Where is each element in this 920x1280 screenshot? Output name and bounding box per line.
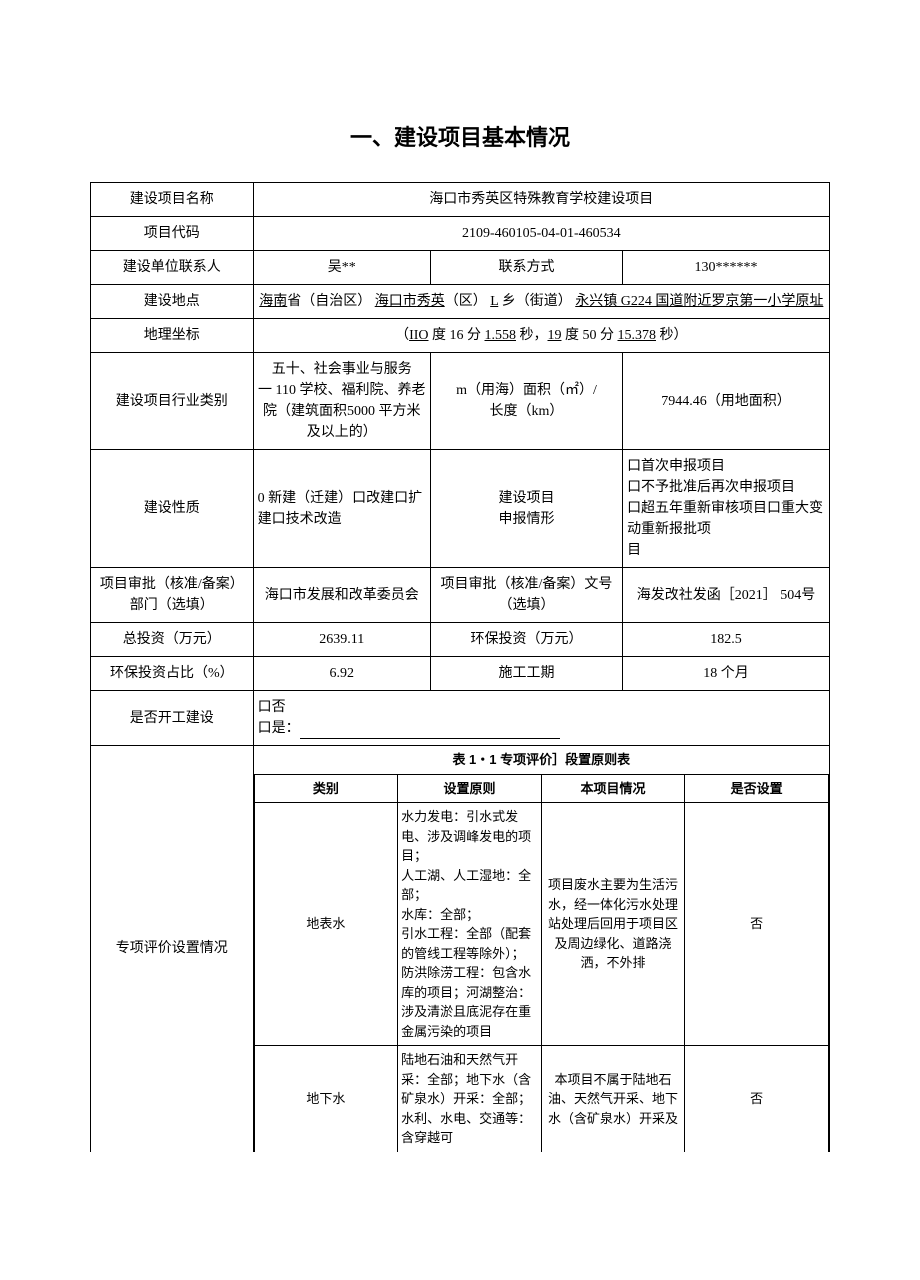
inner-row: 地下水 陆地石油和天然气开采：全部；地下水（含矿泉水）开采：全部；水利、水电、交… <box>254 1046 828 1152</box>
value-env-ratio: 6.92 <box>253 657 430 691</box>
value-env-invest: 182.5 <box>623 623 830 657</box>
label-location: 建设地点 <box>91 285 254 319</box>
label-coords: 地理坐标 <box>91 319 254 353</box>
value-period: 18 个月 <box>623 657 830 691</box>
inner-cell-set: 否 <box>685 1046 829 1152</box>
value-total-invest: 2639.11 <box>253 623 430 657</box>
value-coords: （IIO 度 16 分 1.558 秒，19 度 50 分 15.378 秒） <box>253 319 829 353</box>
inner-cell-cat: 地下水 <box>254 1046 398 1152</box>
label-special-eval: 专项评价设置情况 <box>91 746 254 1152</box>
value-contact: 吴** <box>253 251 430 285</box>
label-industry: 建设项目行业类别 <box>91 353 254 450</box>
inner-cell-situation: 项目废水主要为生活污水，经一体化污水处理站处理后回用于项目区及周边绿化、道路浇洒… <box>541 803 685 1046</box>
inner-header-situation: 本项目情况 <box>541 774 685 803</box>
value-industry: 五十、社会事业与服务 一 110 学校、福利院、养老院（建筑面积5000 平方米… <box>253 353 430 450</box>
label-declare: 建设项目 申报情形 <box>430 450 622 568</box>
label-contact-method: 联系方式 <box>430 251 622 285</box>
inner-cell-principle: 水力发电：引水式发电、涉及调峰发电的项目； 人工湖、人工湿地：全部； 水库：全部… <box>398 803 542 1046</box>
label-project-code: 项目代码 <box>91 217 254 251</box>
value-project-name: 海口市秀英区特殊教育学校建设项目 <box>253 183 829 217</box>
inner-table: 表 1・1 专项评价］段置原则表 类别 设置原则 本项目情况 是否设置 地表水 … <box>254 746 829 1152</box>
main-table: 建设项目名称 海口市秀英区特殊教育学校建设项目 项目代码 2109-460105… <box>90 182 830 1152</box>
label-approval-doc: 项目审批（核准/备案）文号（选填） <box>430 568 622 623</box>
inner-header-set: 是否设置 <box>685 774 829 803</box>
value-location: 海南省（自治区） 海口市秀英（区） L 乡（街道） 永兴镇 G224 国道附近罗… <box>253 285 829 319</box>
label-contact: 建设单位联系人 <box>91 251 254 285</box>
label-env-invest: 环保投资（万元） <box>430 623 622 657</box>
value-started: 口否 口是： <box>253 691 829 746</box>
value-contact-phone: 130****** <box>623 251 830 285</box>
inner-table-title: 表 1・1 专项评价］段置原则表 <box>254 746 828 774</box>
label-env-ratio: 环保投资占比（%） <box>91 657 254 691</box>
inner-cell-principle: 陆地石油和天然气开采：全部；地下水（含矿泉水）开采：全部；水利、水电、交通等：含… <box>398 1046 542 1152</box>
label-area: m（用海）面积（㎡）/ 长度（km） <box>430 353 622 450</box>
inner-cell-situation: 本项目不属于陆地石油、天然气开采、地下水（含矿泉水）开采及 <box>541 1046 685 1152</box>
inner-header-cat: 类别 <box>254 774 398 803</box>
value-approval-dept: 海口市发展和改革委员会 <box>253 568 430 623</box>
value-approval-doc: 海发改社发函［2021］ 504号 <box>623 568 830 623</box>
inner-cell-set: 否 <box>685 803 829 1046</box>
value-area: 7944.46（用地面积） <box>623 353 830 450</box>
page-title: 一、建设项目基本情况 <box>90 120 830 152</box>
label-project-name: 建设项目名称 <box>91 183 254 217</box>
inner-row: 地表水 水力发电：引水式发电、涉及调峰发电的项目； 人工湖、人工湿地：全部； 水… <box>254 803 828 1046</box>
value-declare: 口首次申报项目 口不予批准后再次申报项目 口超五年重新审核项目口重大变动重新报批… <box>623 450 830 568</box>
label-nature: 建设性质 <box>91 450 254 568</box>
label-approval-dept: 项目审批（核准/备案）部门（选填） <box>91 568 254 623</box>
label-period: 施工工期 <box>430 657 622 691</box>
inner-cell-cat: 地表水 <box>254 803 398 1046</box>
label-total-invest: 总投资（万元） <box>91 623 254 657</box>
label-started: 是否开工建设 <box>91 691 254 746</box>
value-nature: 0 新建（迁建）口改建口扩建口技术改造 <box>253 450 430 568</box>
value-project-code: 2109-460105-04-01-460534 <box>253 217 829 251</box>
inner-header-principle: 设置原则 <box>398 774 542 803</box>
